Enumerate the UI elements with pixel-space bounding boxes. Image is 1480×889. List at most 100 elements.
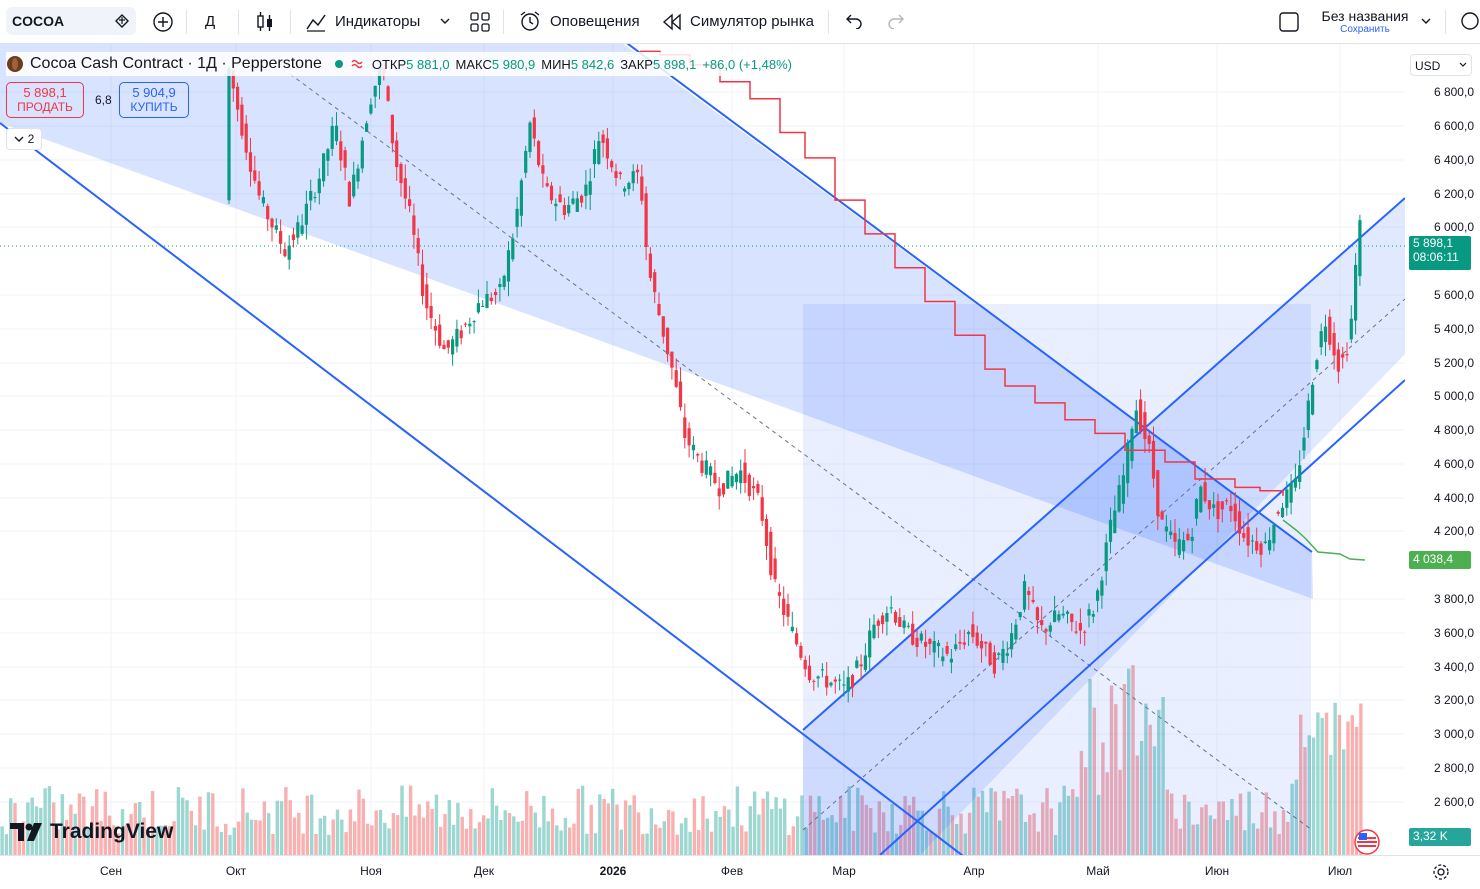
quick-search-icon[interactable] [1458,11,1480,33]
candle-body [317,178,321,194]
volume-bar [13,803,17,855]
volume-bar [654,824,658,855]
volume-bar [714,810,718,855]
candle-body [979,641,984,649]
candle-body [915,637,919,647]
undo-icon[interactable] [845,13,863,29]
candle-body [451,339,455,355]
time-tick: 2026 [599,864,627,878]
time-axis[interactable]: Сен Окт Ноя Дек 2026 Фев Мар Апр Май Июн Июл [0,855,1480,889]
volume-bar [894,833,899,855]
candle-body [1065,611,1070,614]
volume-bar [99,820,103,855]
volume-bar [82,796,86,855]
candle-body [1199,486,1203,513]
volume-bar [1204,804,1208,855]
price-chart[interactable] [0,44,1405,855]
candle-body [1113,510,1117,534]
candle-body [691,444,695,451]
symbol-search[interactable]: COCOA [6,7,136,35]
candle-body [489,297,493,302]
low-value: 5 842,6 [570,56,615,72]
top-toolbar: COCOA Д Индикаторы Оповещения Симулятор … [0,0,1480,44]
candle-body [842,684,846,686]
volume-bar [146,830,150,855]
volume-bar [413,815,417,855]
layout-name[interactable]: Без названия Сохранить [1310,8,1420,35]
price-tick: 6 400,0 [1433,153,1474,167]
volume-bar [890,803,894,855]
indicators-button[interactable]: Индикаторы [335,0,420,43]
volume-bar [843,817,847,855]
candle-body [678,381,683,408]
volume-bar [1234,815,1238,855]
indicators-collapse-button[interactable]: 2 [6,128,42,150]
candles-icon[interactable] [255,11,275,33]
replay-icon[interactable] [662,13,682,31]
compare-icon[interactable] [114,13,130,29]
candle-body [825,675,829,688]
volume-bar [688,831,692,855]
volume-bar [933,833,937,855]
candle-body [1212,504,1216,508]
volume-bar [318,818,322,855]
redo-icon[interactable] [887,13,905,29]
candle-body [941,656,945,662]
candle-body [588,181,592,195]
volume-bar [1071,789,1075,855]
alerts-button[interactable]: Оповещения [550,0,640,43]
volume-bar [1346,721,1350,855]
candle-body [618,172,622,175]
candle-body [356,168,360,182]
volume-bar [1075,796,1079,855]
volume-bar [611,788,615,855]
volume-bar [847,786,851,855]
volume-bar [361,798,365,855]
settings-gear-icon[interactable] [1432,863,1450,881]
volume-bar [447,799,451,855]
price-tick: 5 400,0 [1433,322,1474,336]
volume-bar [1165,789,1170,855]
add-symbol-icon[interactable] [152,11,174,33]
volume-bars [0,665,1363,855]
candle-body [459,330,463,339]
candle-body [752,486,756,489]
volume-bar [916,810,920,855]
candle-body [1246,527,1250,546]
volume-bar [765,791,770,855]
replay-label: Симулятор рынка [690,13,814,30]
volume-bar [1277,834,1281,855]
alarm-clock-icon[interactable] [519,10,541,32]
chevron-down-icon[interactable] [440,17,450,25]
replay-button[interactable]: Симулятор рынка [690,0,814,43]
volume-bar [568,827,572,855]
sell-button[interactable]: 5 898,1 ПРОДАТЬ [6,82,84,118]
sell-label: ПРОДАТЬ [17,100,73,114]
candle-body [1130,428,1134,461]
data-provider-icon [351,59,363,69]
indicators-icon[interactable] [305,11,327,33]
tradingview-logo[interactable]: TradingView [10,820,173,844]
templates-icon[interactable] [470,12,490,32]
currency-selector[interactable]: USD [1410,54,1472,76]
candle-body [227,68,231,201]
time-tick: Июн [1204,864,1230,878]
candle-body [833,679,837,682]
candle-body [631,171,635,184]
volume-bar [985,812,989,855]
change-value: +86,0 (+1,48%) [702,56,792,72]
us-flag-icon[interactable] [1354,829,1380,855]
candle-body [1040,620,1044,626]
price-axis[interactable]: USD 6 800,0 6 600,0 6 400,0 6 200,0 6 000,0 5… [1405,44,1480,855]
candle-body [1229,505,1233,512]
layout-checkbox-icon[interactable] [1278,11,1300,33]
chevron-down-icon[interactable] [1421,17,1431,25]
candle-body [1134,410,1138,434]
save-link[interactable]: Сохранить [1340,24,1390,35]
interval-button[interactable]: Д [205,0,215,43]
volume-bar [679,823,684,855]
candle-body [764,518,769,546]
candle-body [859,664,863,667]
buy-button[interactable]: 5 904,9 КУПИТЬ [119,82,189,118]
candle-body [635,169,640,173]
